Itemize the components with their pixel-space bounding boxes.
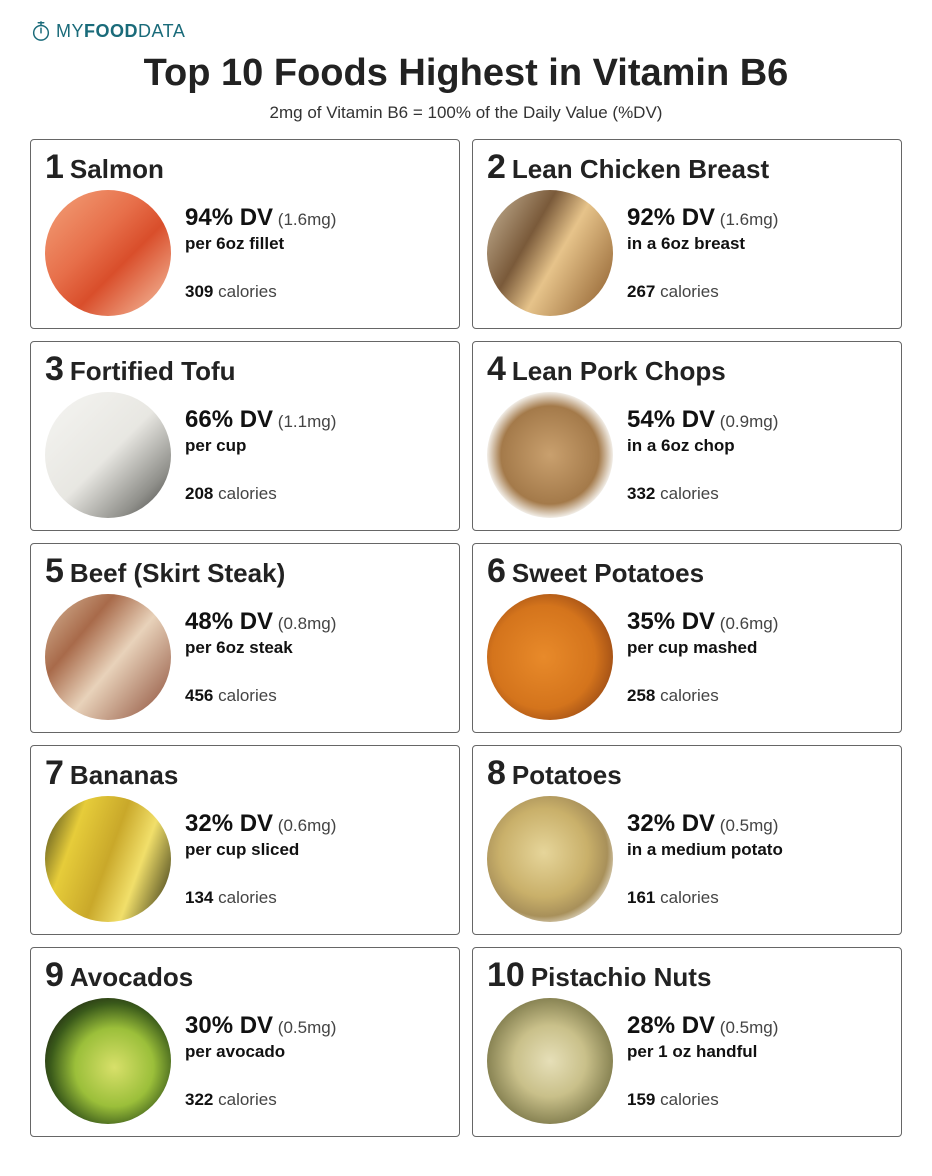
dv-line: 92% DV (1.6mg) (627, 204, 778, 232)
dv-line: 48% DV (0.8mg) (185, 608, 336, 636)
dv-line: 28% DV (0.5mg) (627, 1012, 778, 1040)
food-name: Lean Chicken Breast (512, 155, 769, 184)
food-image (487, 190, 613, 316)
food-name: Lean Pork Chops (512, 357, 726, 386)
food-card: 7 Bananas 32% DV (0.6mg) per cup sliced … (30, 745, 460, 935)
food-name: Pistachio Nuts (531, 963, 712, 992)
apple-timer-icon (30, 20, 52, 42)
food-image (45, 190, 171, 316)
food-card: 2 Lean Chicken Breast 92% DV (1.6mg) in … (472, 139, 902, 329)
food-name: Fortified Tofu (70, 357, 236, 386)
food-rank: 8 (487, 756, 506, 790)
calories: 161 calories (627, 888, 783, 908)
foods-grid: 1 Salmon 94% DV (1.6mg) per 6oz fillet 3… (30, 139, 902, 1137)
dv-line: 35% DV (0.6mg) (627, 608, 778, 636)
food-rank: 7 (45, 756, 64, 790)
calories: 267 calories (627, 282, 778, 302)
food-image (487, 998, 613, 1124)
food-card: 5 Beef (Skirt Steak) 48% DV (0.8mg) per … (30, 543, 460, 733)
dv-line: 94% DV (1.6mg) (185, 204, 336, 232)
food-rank: 5 (45, 554, 64, 588)
brand-text: MYFOODDATA (56, 21, 185, 42)
serving-size: per cup mashed (627, 638, 778, 658)
dv-line: 54% DV (0.9mg) (627, 406, 778, 434)
serving-size: per 6oz fillet (185, 234, 336, 254)
dv-line: 32% DV (0.6mg) (185, 810, 336, 838)
dv-line: 30% DV (0.5mg) (185, 1012, 336, 1040)
calories: 456 calories (185, 686, 336, 706)
food-card: 4 Lean Pork Chops 54% DV (0.9mg) in a 6o… (472, 341, 902, 531)
food-rank: 2 (487, 150, 506, 184)
food-image (45, 392, 171, 518)
food-rank: 6 (487, 554, 506, 588)
food-card: 9 Avocados 30% DV (0.5mg) per avocado 32… (30, 947, 460, 1137)
food-image (487, 594, 613, 720)
food-card: 3 Fortified Tofu 66% DV (1.1mg) per cup … (30, 341, 460, 531)
serving-size: in a 6oz breast (627, 234, 778, 254)
serving-size: per 6oz steak (185, 638, 336, 658)
dv-line: 66% DV (1.1mg) (185, 406, 336, 434)
food-card: 8 Potatoes 32% DV (0.5mg) in a medium po… (472, 745, 902, 935)
serving-size: in a 6oz chop (627, 436, 778, 456)
serving-size: per cup (185, 436, 336, 456)
food-rank: 4 (487, 352, 506, 386)
food-image (487, 392, 613, 518)
brand-logo: MYFOODDATA (30, 20, 902, 42)
calories: 258 calories (627, 686, 778, 706)
serving-size: per cup sliced (185, 840, 336, 860)
food-card: 1 Salmon 94% DV (1.6mg) per 6oz fillet 3… (30, 139, 460, 329)
food-name: Sweet Potatoes (512, 559, 704, 588)
calories: 134 calories (185, 888, 336, 908)
food-image (487, 796, 613, 922)
calories: 322 calories (185, 1090, 336, 1110)
calories: 309 calories (185, 282, 336, 302)
page-title: Top 10 Foods Highest in Vitamin B6 (30, 52, 902, 95)
food-card: 10 Pistachio Nuts 28% DV (0.5mg) per 1 o… (472, 947, 902, 1137)
food-rank: 9 (45, 958, 64, 992)
food-rank: 10 (487, 958, 525, 992)
calories: 159 calories (627, 1090, 778, 1110)
calories: 208 calories (185, 484, 336, 504)
serving-size: in a medium potato (627, 840, 783, 860)
food-name: Potatoes (512, 761, 622, 790)
serving-size: per 1 oz handful (627, 1042, 778, 1062)
food-name: Bananas (70, 761, 178, 790)
food-rank: 3 (45, 352, 64, 386)
page-subtitle: 2mg of Vitamin B6 = 100% of the Daily Va… (30, 103, 902, 123)
food-image (45, 998, 171, 1124)
dv-line: 32% DV (0.5mg) (627, 810, 783, 838)
food-card: 6 Sweet Potatoes 35% DV (0.6mg) per cup … (472, 543, 902, 733)
serving-size: per avocado (185, 1042, 336, 1062)
food-name: Avocados (70, 963, 193, 992)
calories: 332 calories (627, 484, 778, 504)
food-name: Salmon (70, 155, 164, 184)
food-image (45, 594, 171, 720)
food-image (45, 796, 171, 922)
food-name: Beef (Skirt Steak) (70, 559, 285, 588)
food-rank: 1 (45, 150, 64, 184)
